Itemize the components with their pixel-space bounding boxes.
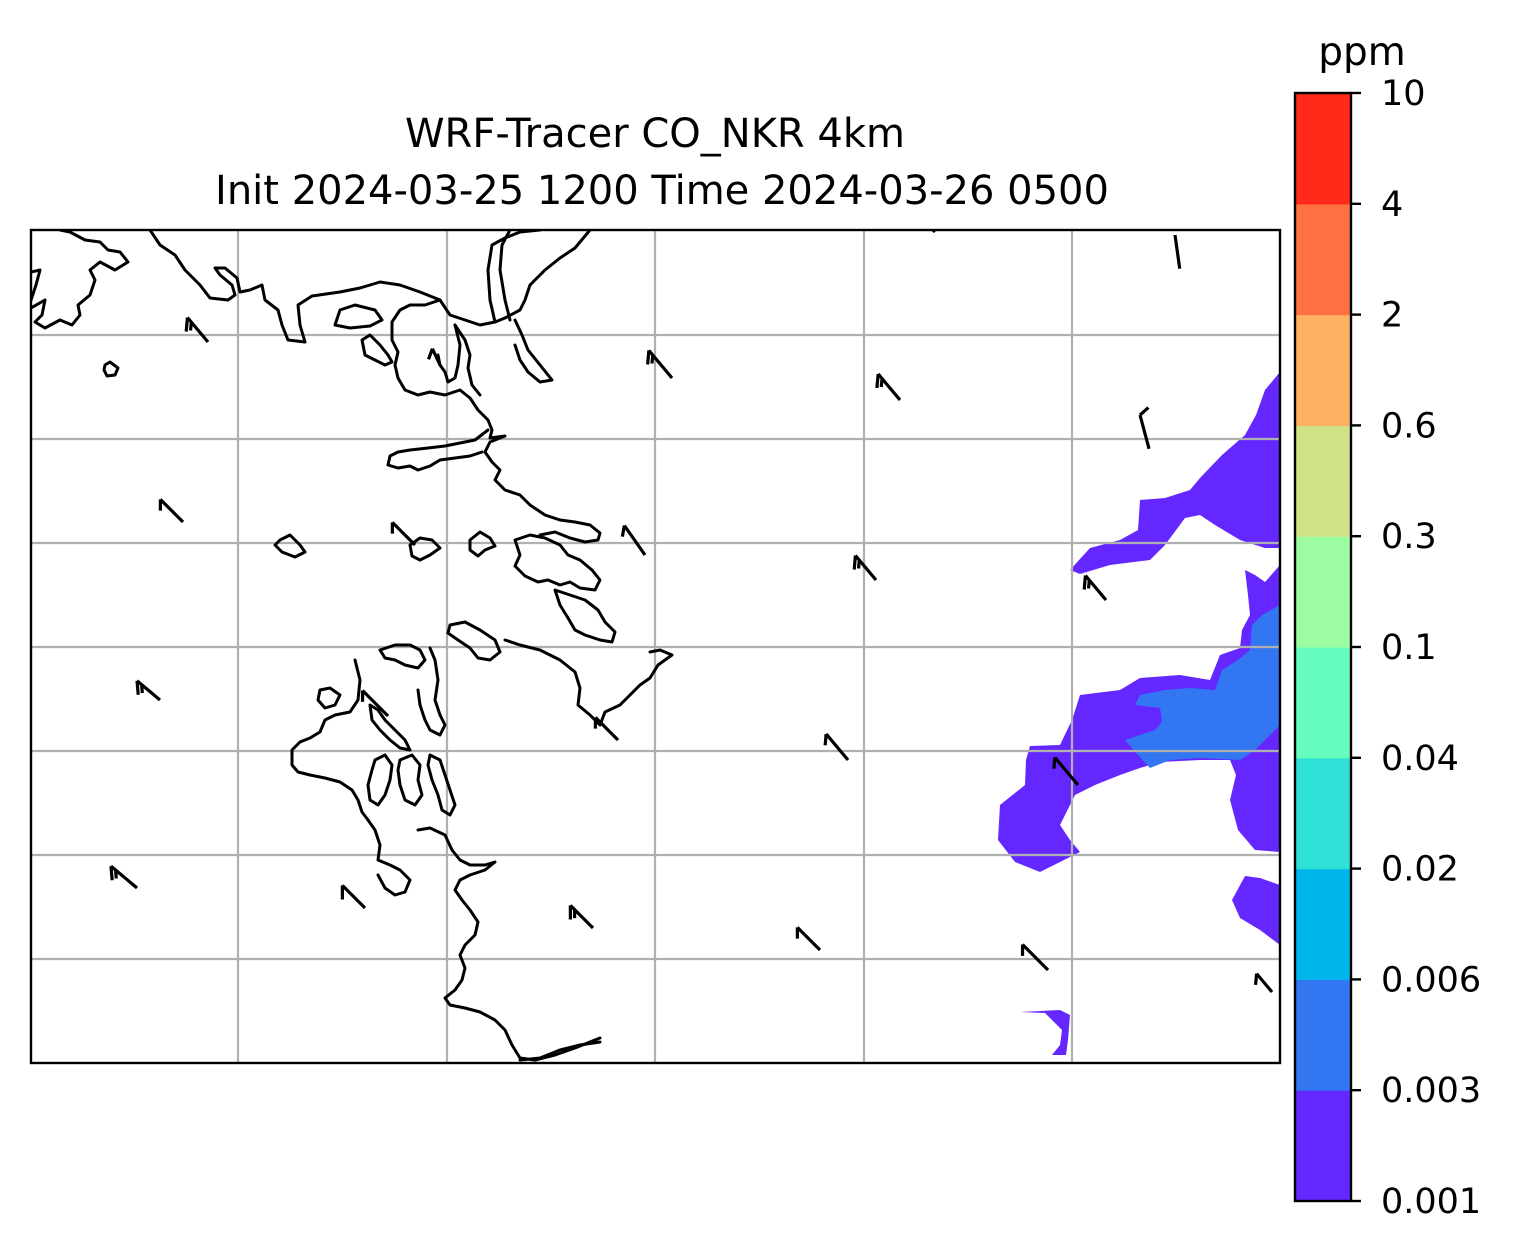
wind-barb <box>875 372 902 402</box>
colorbar-tick-label: 0.001 <box>1381 1182 1481 1222</box>
wind-barb <box>135 679 162 702</box>
wind-barb <box>620 524 647 556</box>
colorbar-segment <box>1295 425 1351 537</box>
colorbar-tick-label: 0.006 <box>1381 960 1481 1000</box>
colorbar-segment <box>1295 314 1351 426</box>
colorbar-tick-label: 0.1 <box>1381 628 1437 668</box>
wind-barb <box>340 884 367 910</box>
wind-barb <box>1020 943 1050 972</box>
map-title-line-1: WRF-Tracer CO_NKR 4km <box>405 111 905 157</box>
colorbar-unit-label: ppm <box>1318 30 1406 75</box>
wind-barb <box>427 348 442 366</box>
colorbar-tick-label: 0.3 <box>1381 517 1437 557</box>
wind-barb <box>795 926 822 952</box>
wind-barb <box>1052 756 1080 787</box>
coastline <box>31 230 674 1062</box>
wind-barb <box>1082 574 1108 602</box>
wind-barb <box>1173 234 1182 269</box>
wind-barb <box>1253 972 1274 994</box>
map-panel <box>29 228 1282 1065</box>
wind-barbs <box>109 230 1274 994</box>
colorbar-segment <box>1295 536 1351 648</box>
wind-barb <box>593 716 620 742</box>
colorbar-tick-label: 10 <box>1381 74 1426 114</box>
colorbar-segment <box>1295 93 1351 205</box>
colorbar-segment <box>1295 868 1351 980</box>
tracer-fill-low <box>998 372 1280 1055</box>
colorbar-tick-label: 0.6 <box>1381 406 1437 446</box>
colorbar-segments <box>1295 93 1351 1202</box>
colorbar-segment <box>1295 1090 1351 1202</box>
map-frame <box>29 228 1282 1065</box>
wind-barb <box>646 349 674 380</box>
colorbar-tick-label: 0.02 <box>1381 850 1459 890</box>
colorbar-segment <box>1295 203 1351 316</box>
wind-barb <box>360 689 390 718</box>
colorbar-ticks: 0.001 0.003 0.006 0.02 0.04 0.1 0.3 0.6 2 4 10 <box>1351 74 1481 1222</box>
tracer-fill-mid <box>1125 605 1280 768</box>
wind-barb <box>823 732 850 762</box>
map-gridlines <box>31 230 1280 1063</box>
map-title-line-2: Init 2024-03-25 1200 Time 2024-03-26 050… <box>215 168 1109 214</box>
colorbar-segment <box>1295 647 1351 759</box>
colorbar-segment <box>1295 757 1351 870</box>
colorbar: ppm 0.001 0.003 0.006 0.02 0.04 0.1 0.3 0.6 2 4 10 <box>1293 30 1481 1222</box>
colorbar-segment <box>1295 979 1351 1091</box>
colorbar-tick-label: 2 <box>1381 296 1403 336</box>
colorbar-tick-label: 0.04 <box>1381 739 1459 779</box>
wind-barb <box>852 554 878 582</box>
wind-barb <box>1138 406 1151 450</box>
colorbar-tick-label: 0.003 <box>1381 1071 1481 1111</box>
wind-barb <box>568 904 595 930</box>
wind-barb <box>184 316 210 344</box>
colorbar-tick-label: 4 <box>1381 185 1403 225</box>
wind-barb <box>390 521 417 547</box>
wind-barb <box>109 864 139 890</box>
wind-barb <box>158 498 185 524</box>
